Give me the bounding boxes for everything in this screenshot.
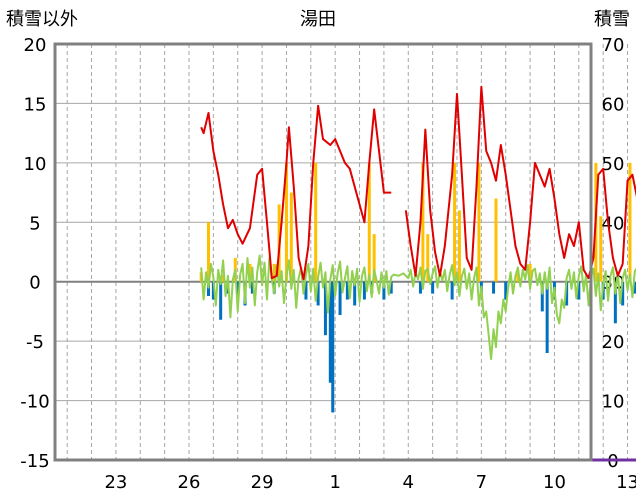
- temperature-series: [200, 85, 636, 281]
- precipitation-bar: [304, 281, 308, 300]
- left-tick-label: 5: [29, 213, 40, 234]
- right-tick-label: 60: [602, 94, 625, 115]
- x-tick-label: 10: [543, 472, 566, 493]
- sunshine-bar: [457, 210, 461, 282]
- sunshine-bar: [248, 263, 252, 282]
- sunshine-bar: [528, 263, 532, 282]
- temperature-line: [404, 85, 636, 280]
- precipitation-bar: [236, 281, 240, 300]
- precipitation-bar: [565, 281, 569, 306]
- sunshine-bar: [284, 162, 288, 282]
- sunshine-bar: [272, 263, 276, 282]
- left-tick-label: -10: [20, 392, 49, 413]
- sunshine-bar: [628, 162, 632, 282]
- precipitation-bar: [418, 281, 422, 294]
- precipitation-bar: [450, 281, 454, 300]
- plot-frame: [53, 42, 593, 462]
- precipitation-bar: [211, 281, 215, 300]
- precipitation-bar: [362, 281, 366, 300]
- sunshine-bar: [599, 216, 603, 282]
- precipitation-bar: [328, 281, 332, 383]
- precipitation-bars: [206, 281, 636, 413]
- left-tick-label: -15: [20, 451, 49, 472]
- precipitation-bar: [250, 281, 254, 294]
- precipitation-bar: [613, 281, 617, 324]
- x-tick-label: 29: [251, 472, 274, 493]
- precipitation-bar: [331, 281, 335, 413]
- right-tick-label: 40: [602, 213, 625, 234]
- precipitation-bar: [540, 281, 544, 312]
- right-axis-label: 積雪: [594, 9, 630, 30]
- precipitation-bar: [323, 281, 327, 336]
- precipitation-bar: [389, 281, 393, 294]
- precipitation-bar: [338, 281, 342, 315]
- left-axis-label: 積雪以外: [6, 9, 78, 30]
- sunshine-bar: [372, 234, 376, 282]
- temperature-line: [200, 104, 392, 281]
- sunshine-bar: [426, 234, 430, 282]
- sunshine-bar: [494, 198, 498, 282]
- sunshine-bar: [289, 192, 293, 282]
- precipitation-bar: [382, 281, 386, 300]
- precipitation-bar: [206, 281, 210, 296]
- x-tick-label: 1: [329, 472, 340, 493]
- precipitation-bar: [492, 281, 496, 294]
- left-tick-label: 20: [24, 35, 47, 56]
- x-tick-label: 7: [476, 472, 487, 493]
- x-tick-label: 26: [178, 472, 201, 493]
- sunshine-bar: [221, 274, 225, 282]
- x-axis-ticks: 23262914710131619: [104, 472, 636, 493]
- precipitation-bar: [621, 281, 625, 306]
- sunshine-bar: [367, 162, 371, 282]
- sunshine-bar: [516, 269, 520, 282]
- precipitation-bar: [545, 281, 549, 354]
- x-tick-label: 4: [403, 472, 414, 493]
- x-tick-label: 23: [104, 472, 127, 493]
- left-tick-label: 0: [29, 273, 40, 294]
- sunshine-bar: [453, 162, 457, 282]
- sunshine-bar: [206, 222, 210, 282]
- right-tick-label: 70: [602, 35, 625, 56]
- precipitation-bar: [316, 281, 320, 306]
- left-tick-label: -5: [26, 332, 44, 353]
- precipitation-bar: [431, 281, 435, 294]
- precipitation-bar: [504, 281, 508, 300]
- right-tick-label: 20: [602, 332, 625, 353]
- sunshine-bar: [314, 162, 318, 282]
- precipitation-bar: [633, 281, 636, 294]
- grid: [55, 44, 629, 460]
- left-axis-ticks: 20 15 10 5 0 -5 -10 -15: [20, 35, 49, 472]
- left-tick-label: 10: [24, 154, 47, 175]
- wind-line: [200, 254, 636, 360]
- precipitation-bar: [219, 281, 223, 320]
- right-tick-label: 50: [602, 154, 625, 175]
- right-tick-label: 10: [602, 392, 625, 413]
- sunshine-bar: [477, 162, 481, 282]
- precipitation-bar: [577, 281, 581, 300]
- precipitation-bar: [353, 281, 357, 306]
- sunshine-bars: [199, 162, 632, 282]
- wind-series: [200, 254, 636, 360]
- chart-title: 湯田: [300, 9, 336, 30]
- precipitation-bar: [345, 281, 349, 300]
- x-tick-label: 13: [616, 472, 636, 493]
- left-tick-label: 15: [24, 94, 47, 115]
- sunshine-bar: [421, 162, 425, 282]
